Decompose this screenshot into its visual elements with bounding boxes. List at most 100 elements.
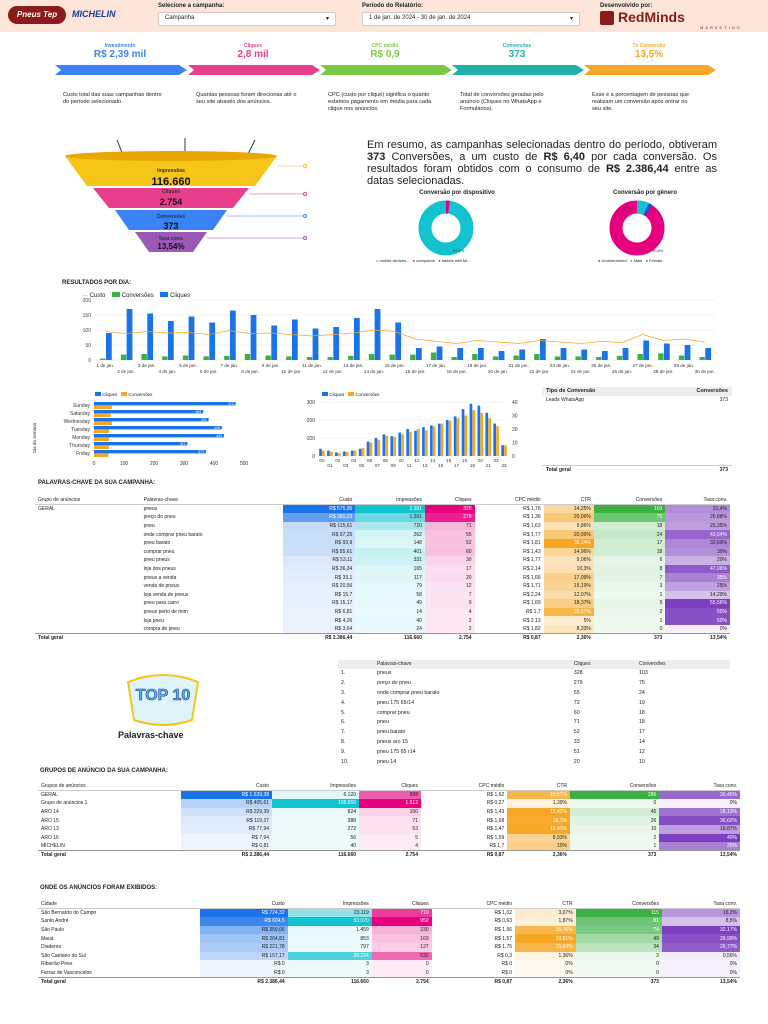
daily-xtick: 9 de jan.	[262, 363, 280, 368]
table-cell: 320	[424, 504, 475, 514]
table-cell: 30%	[665, 547, 730, 557]
table-header[interactable]: CPC médio	[478, 783, 505, 790]
table-cell: 4	[359, 842, 421, 851]
daily-click-bar	[539, 339, 546, 360]
table-cell: 24	[355, 624, 425, 634]
hourly-xtick: 05	[359, 463, 365, 468]
table-cell: 2.381	[355, 504, 425, 514]
daily-conv-bar	[120, 354, 127, 360]
table-cell: R$ 229,39	[181, 807, 273, 817]
hourly-legend: Cliques Conversões	[322, 392, 379, 397]
table-header[interactable]: Taxa conv.	[703, 497, 727, 504]
daily-conv-bar	[513, 355, 519, 360]
table-cell: loja venda de pneus	[143, 591, 189, 598]
daily-conv-bar	[492, 356, 499, 360]
table-header[interactable]: CPC médio	[486, 901, 513, 908]
hourly-click-bar	[406, 429, 409, 456]
table-cell: 5.	[341, 709, 346, 716]
table-cell: 55,56%	[665, 599, 730, 608]
daily-xtick: 6 de jan.	[200, 369, 218, 374]
table-header[interactable]: Conversões	[632, 901, 659, 908]
table-header[interactable]: CTR	[580, 497, 591, 504]
table-cell: 6	[593, 556, 666, 565]
daily-ytick: 200	[83, 298, 92, 304]
table-cell: 58	[355, 590, 425, 600]
weekday-click-bar	[94, 434, 224, 438]
table-header[interactable]: Impressões	[330, 783, 357, 790]
top10-table-wrap: Palavras-chave Cliques Conversões 1. pneus 32…	[338, 660, 730, 767]
hourly-xtick: 07	[375, 463, 381, 468]
weekday-conv-bar	[94, 445, 109, 449]
table-cell: 28,13%	[659, 807, 740, 817]
table-header[interactable]: Grupo de anúncios	[38, 497, 81, 504]
table-cell: R$ 93,9	[282, 538, 356, 548]
table-header[interactable]: Cliques	[401, 783, 418, 790]
table-header[interactable]: Taxa conv.	[713, 783, 737, 790]
hourly-conv-bar	[322, 450, 325, 456]
hourly-xtick: 22	[494, 458, 500, 463]
table-header[interactable]: CTR	[556, 783, 567, 790]
table-total-cell	[140, 633, 283, 643]
campaign-select[interactable]: Campanha ▾	[158, 12, 336, 26]
donut-gender-legend: ● Undetermined ● Male ● Female	[598, 258, 663, 263]
table-header[interactable]: Palavras-chave	[143, 497, 179, 504]
daily-conv-bar	[286, 356, 292, 360]
table-row: loja venda de pneus R$ 15,7 58 7 R$ 2,24 12,0…	[35, 590, 730, 600]
table-header[interactable]: Impressões	[396, 497, 422, 504]
table-cell: R$ 1,69	[523, 600, 541, 607]
kpi-value: R$ 2,39 mil	[93, 49, 147, 60]
table-header[interactable]: CPC médio	[515, 497, 541, 504]
table-header[interactable]: Custo	[339, 497, 353, 504]
daily-legend: — Custo Conversões Cliques	[82, 292, 191, 299]
table-cell: 108.855	[272, 799, 360, 808]
table-header[interactable]: Cliques	[454, 497, 472, 504]
table-row: ARO 13 R$ 77,94 272 53 R$ 1,47 19,49% 10 18,87%	[38, 824, 740, 834]
daily-conv-bar	[306, 357, 313, 360]
table-header[interactable]: Cidade	[41, 901, 57, 908]
hourly-click-bar	[437, 423, 441, 456]
table-cell: 0%	[659, 799, 740, 808]
period-select[interactable]: 1 de jan. de 2024 - 30 de jan. de 2024 ▾	[362, 12, 580, 26]
hourly-click-bar	[493, 423, 497, 456]
table-header[interactable]: Conversões	[635, 497, 663, 504]
table-header[interactable]: Cliques	[411, 901, 429, 908]
table-cell: 15,51%	[507, 790, 570, 800]
cities-table-wrap: Cidade Custo Impressões Cliques CPC médio CTR…	[38, 900, 740, 986]
daily-conv-bar	[534, 354, 540, 360]
table-cell: 25%	[659, 842, 740, 851]
table-cell: 20	[573, 758, 580, 765]
table-row: pneus a venda R$ 33,1 117 20 R$ 1,66 17,09% 7 3…	[35, 573, 730, 582]
table-header[interactable]: Taxa conv.	[713, 901, 737, 908]
table-header[interactable]: Custo	[271, 901, 285, 908]
daily-click-bar	[374, 309, 381, 360]
table-cell: preço do pneu	[377, 680, 411, 687]
table-cell: 1	[593, 616, 666, 625]
table-header[interactable]: Conversões	[629, 783, 657, 790]
table-header[interactable]: Impressões	[342, 901, 369, 908]
table-row: Ribeirão Pires R$ 0 3 0 R$ 0 0% 0 0%	[38, 960, 740, 969]
table-cell: pneu 175 65r14	[377, 699, 415, 706]
daily-cost-line	[105, 329, 705, 344]
table-cell: 4.	[341, 699, 346, 706]
table-total-cell: Total geral	[38, 850, 182, 860]
table-header[interactable]: Cliques	[573, 661, 591, 668]
table-cell: 279	[573, 680, 583, 687]
table-cell: pneu barato	[377, 729, 406, 736]
table-header[interactable]: CTR	[562, 901, 573, 908]
table-cell: 6.120	[272, 790, 360, 800]
table-header[interactable]: Palavras-chave	[377, 661, 412, 668]
table-header[interactable]: Custo	[255, 783, 270, 790]
cities-table: Cidade Custo Impressões Cliques CPC médio CTR…	[38, 900, 740, 986]
daily-click-bar	[436, 346, 443, 360]
kpi-description: Quantas pessoas foram direcionas até o s…	[196, 92, 297, 105]
svg-text:TOP 10: TOP 10	[136, 687, 191, 704]
table-cell: R$ 1,36	[523, 514, 541, 521]
top10-badge: TOP 10	[126, 674, 200, 726]
hourly-xtick: 23	[501, 463, 507, 468]
table-cell: R$ 724,32	[199, 908, 288, 918]
table-total-row: Total geral R$ 2.386,44 116.660 2.754 R$ 0,8…	[38, 976, 740, 986]
table-header[interactable]: Conversões	[638, 661, 666, 668]
table-header[interactable]: Grupos de anúncios	[41, 783, 86, 790]
table-cell: 0%	[665, 624, 730, 634]
hourly-conv-bar	[440, 423, 444, 456]
